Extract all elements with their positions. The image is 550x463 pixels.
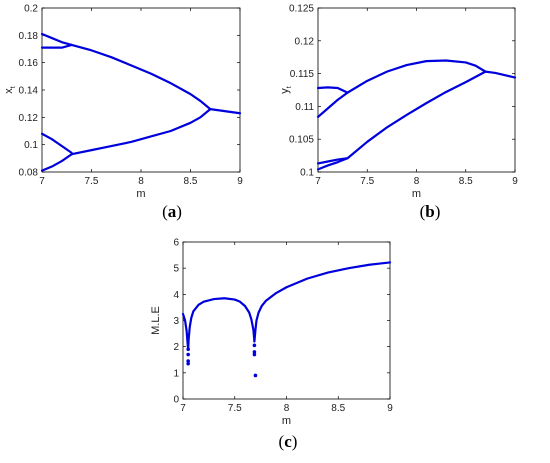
data-point — [186, 352, 190, 357]
plot-frame — [317, 7, 516, 173]
y-tick-label: 0.1 — [24, 140, 38, 151]
y-tick-label: 0.105 — [289, 135, 314, 146]
y-axis-label: xt — [3, 86, 17, 94]
x-tick-label: 8 — [138, 176, 144, 187]
x-axis-label: m — [282, 415, 291, 427]
series-line-6 — [209, 108, 242, 115]
y-tick-label: 0.14 — [19, 86, 39, 97]
data-point — [252, 343, 257, 348]
x-tick-label: 7 — [315, 176, 321, 187]
series-line-1 — [187, 297, 256, 351]
y-tick-label: 0.08 — [19, 168, 39, 179]
x-tick-label: 8 — [414, 176, 420, 187]
series-line-0 — [316, 86, 349, 94]
y-tick-label: 0.125 — [289, 4, 314, 15]
caption-a: (a) — [162, 202, 182, 221]
y-tick-label: 0.1 — [300, 168, 314, 179]
caption-b: (b) — [419, 202, 441, 221]
series-line-2 — [253, 261, 392, 343]
series-line-1 — [316, 91, 349, 118]
y-tick-label: 0.16 — [19, 58, 39, 69]
y-tick-label: 0 — [173, 395, 179, 406]
plot-frame — [41, 7, 241, 173]
x-tick-label: 9 — [512, 176, 518, 187]
chart-b: 7 7.5 8 8.5 9 0.1 0.105 0.11 0.115 0.12 0.125 m yt — [279, 4, 518, 201]
x-tick-label: 8.5 — [331, 403, 345, 414]
y-tick-label: 6 — [173, 238, 179, 249]
x-tick-label: 7.5 — [85, 176, 99, 187]
series-line-6 — [484, 70, 517, 79]
x-axis-label: m — [412, 188, 421, 200]
series-line-4 — [40, 153, 73, 172]
y-tick-label: 0.115 — [290, 69, 315, 80]
x-tick-label: 7 — [39, 176, 45, 187]
y-tick-label: 4 — [173, 290, 179, 301]
y-tick-label: 0.2 — [24, 4, 38, 15]
data-point — [186, 347, 190, 352]
chart-panel-a: 7 7.5 8 8.5 9 0.08 0.1 0.12 0.14 0.16 0.18 0.2 m xt — [0, 0, 275, 205]
series-line-5 — [70, 108, 212, 156]
y-tick-label: 0.12 — [19, 113, 39, 124]
x-axis-label: m — [136, 188, 145, 200]
data-point — [253, 373, 258, 378]
chart-panel-c: 7 7.5 8 8.5 9 0 1 2 3 4 5 6 m M.L.E — [140, 230, 410, 435]
series-line-3 — [316, 157, 349, 165]
series-line-2 — [70, 43, 212, 111]
y-tick-label: 5 — [173, 264, 179, 275]
y-axis-label: M.L.E — [150, 306, 162, 335]
x-tick-label: 9 — [387, 403, 393, 414]
data-point — [252, 350, 257, 354]
y-tick-label: 0.12 — [295, 36, 315, 47]
data-point — [252, 352, 257, 357]
data-point — [186, 359, 190, 363]
y-tick-label: 2 — [173, 342, 179, 353]
y-tick-label: 0.18 — [19, 31, 39, 42]
series-line-4 — [316, 157, 349, 171]
series-line-1 — [40, 43, 73, 49]
data-point — [186, 361, 190, 366]
x-tick-label: 8 — [284, 403, 290, 414]
y-tick-label: 3 — [173, 316, 179, 327]
x-tick-label: 8.5 — [184, 176, 198, 187]
series-line-2 — [346, 59, 487, 94]
x-tick-label: 7.5 — [360, 176, 374, 187]
y-axis-label: yt — [279, 86, 293, 94]
series-line-5 — [346, 70, 487, 160]
chart-c: 7 7.5 8 8.5 9 0 1 2 3 4 5 6 m M.L.E — [150, 238, 393, 428]
series-line-0 — [40, 32, 73, 46]
chart-panel-b: 7 7.5 8 8.5 9 0.1 0.105 0.11 0.115 0.12 0.125 m yt — [275, 0, 550, 205]
x-tick-label: 8.5 — [459, 176, 473, 187]
caption-c: (c) — [278, 432, 298, 451]
x-tick-label: 7.5 — [228, 403, 242, 414]
x-tick-label: 9 — [237, 176, 243, 187]
chart-a: 7 7.5 8 8.5 9 0.08 0.1 0.12 0.14 0.16 0.18 0.2 m xt — [3, 4, 243, 201]
x-tick-label: 7 — [180, 403, 186, 414]
y-tick-label: 0.11 — [295, 102, 314, 113]
y-tick-label: 1 — [173, 368, 179, 379]
series-line-3 — [40, 132, 73, 154]
